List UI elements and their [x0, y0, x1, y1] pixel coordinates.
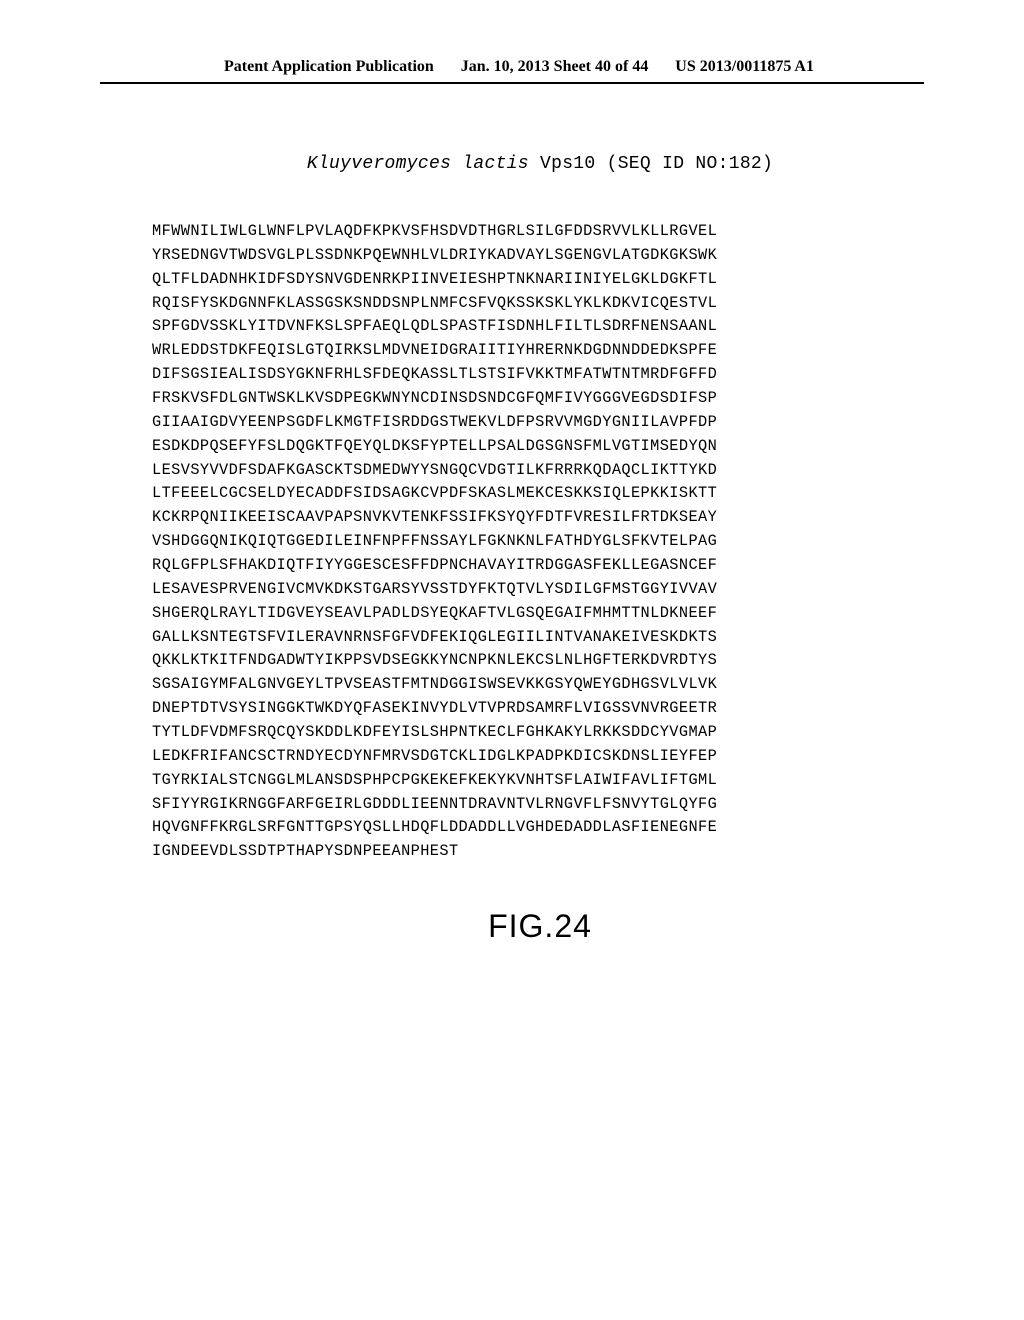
protein-sequence: MFWWNILIWLGLWNFLPVLAQDFKPKVSFHSDVDTHGRLS… [152, 220, 900, 864]
header-date-sheet: Jan. 10, 2013 Sheet 40 of 44 [461, 58, 649, 76]
organism-name: Kluyveromyces lactis [307, 154, 529, 174]
sequence-title: Kluyveromyces lactis Vps10 (SEQ ID NO:18… [180, 154, 900, 174]
main-content: Kluyveromyces lactis Vps10 (SEQ ID NO:18… [0, 84, 1024, 945]
patent-header: Patent Application Publication Jan. 10, … [100, 0, 924, 84]
header-publication-type: Patent Application Publication [224, 58, 434, 76]
header-publication-number: US 2013/0011875 A1 [675, 58, 814, 76]
protein-label: Vps10 (SEQ ID NO:182) [529, 154, 773, 174]
figure-label: FIG.24 [180, 908, 900, 945]
